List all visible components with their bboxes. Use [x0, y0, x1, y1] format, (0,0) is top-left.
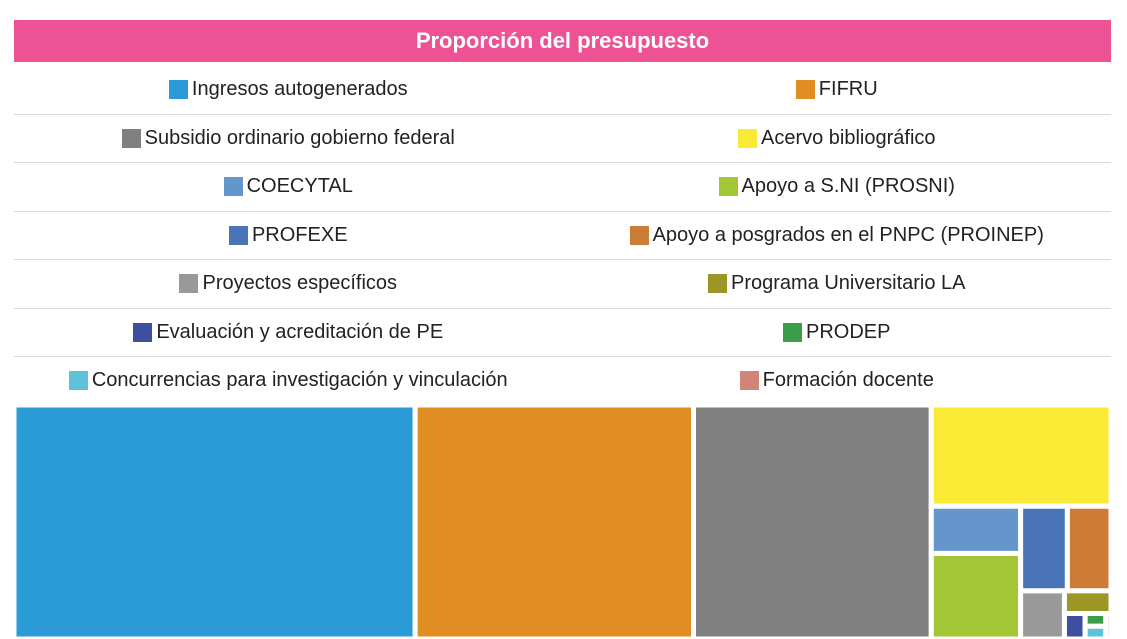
- legend-item: Apoyo a S.NI (PROSNI): [563, 163, 1112, 211]
- legend-item: Programa Universitario LA: [563, 260, 1112, 308]
- legend-label: Proyectos específicos: [202, 272, 398, 295]
- legend-label: Programa Universitario LA: [730, 272, 966, 295]
- legend-item: Proyectos específicos: [14, 260, 563, 308]
- legend-label: PRODEP: [806, 320, 891, 343]
- legend-swatch: [783, 322, 803, 342]
- legend-item: Concurrencias para investigación y vincu…: [14, 357, 563, 405]
- legend-row: Proyectos específicos Programa Universita…: [14, 260, 1111, 309]
- legend-label: Formación docente: [762, 369, 934, 392]
- legend-item: PRODEP: [563, 309, 1112, 357]
- treemap-cell: [11, 402, 418, 639]
- legend-swatch: [737, 128, 757, 148]
- legend-item: PROFEXE: [14, 212, 563, 260]
- treemap-cell: [690, 402, 934, 639]
- legend-label: PROFEXE: [251, 223, 348, 246]
- legend-item: FIFRU: [563, 66, 1112, 114]
- legend-item: Acervo bibliográfico: [563, 115, 1112, 163]
- treemap-cell: [1064, 503, 1114, 594]
- legend-swatch: [739, 371, 759, 391]
- treemap-cell: [1018, 588, 1067, 639]
- legend-item: COECYTAL: [14, 163, 563, 211]
- legend-label: Apoyo a S.NI (PROSNI): [741, 175, 955, 198]
- treemap-cell: [928, 402, 1114, 509]
- legend-swatch: [228, 225, 248, 245]
- legend-label: Subsidio ordinario gobierno federal: [144, 126, 455, 149]
- legend-swatch: [121, 128, 141, 148]
- chart-title: Proporción del presupuesto: [14, 20, 1111, 62]
- treemap-cell: [1018, 503, 1070, 594]
- treemap-cell: [1103, 611, 1114, 639]
- legend-item: Subsidio ordinario gobierno federal: [14, 115, 563, 163]
- legend-row: PROFEXE Apoyo a posgrados en el PNPC (PRO…: [14, 212, 1112, 260]
- treemap-cell: [1082, 623, 1109, 639]
- legend-swatch: [168, 80, 188, 100]
- legend-swatch: [179, 274, 199, 294]
- legend-swatch: [223, 177, 243, 197]
- legend-swatch: [133, 322, 153, 342]
- legend-swatch: [707, 274, 727, 294]
- legend-item: Apoyo a posgrados en el PNPC (PROINEP): [563, 212, 1112, 260]
- legend-item: Evaluación y acreditación de PE: [14, 309, 563, 357]
- treemap-cell: [928, 550, 1024, 639]
- legend-label: Apoyo a posgrados en el PNPC (PROINEP): [652, 223, 1044, 246]
- treemap-cell: [1061, 611, 1088, 639]
- legend-label: FIFRU: [818, 78, 878, 101]
- treemap-cell: [1061, 588, 1114, 617]
- legend-label: COECYTAL: [246, 175, 353, 198]
- legend-row: Evaluación y acreditación de PE PRODEP: [14, 309, 1112, 357]
- legend-label: Acervo bibliográfico: [760, 126, 936, 149]
- legend-row: Ingresos autogenerados FIFRU: [14, 66, 1111, 115]
- legend-label: Evaluación y acreditación de PE: [156, 320, 444, 343]
- legend-item: Formación docente: [563, 357, 1112, 405]
- treemap-cell: [412, 402, 696, 639]
- legend-swatch: [718, 177, 738, 197]
- legend-item: Ingresos autogenerados: [14, 66, 563, 114]
- legend-label: Ingresos autogenerados: [191, 78, 408, 101]
- legend-swatch: [68, 371, 88, 391]
- legend-swatch: [795, 80, 815, 100]
- legend: Ingresos autogenerados FIFRU Subsidio ordi…: [14, 66, 1111, 406]
- legend-label: Concurrencias para investigación y vincu…: [91, 369, 508, 392]
- legend-row: Subsidio ordinario gobierno federal Acerv…: [14, 115, 1112, 163]
- legend-row: COECYTAL Apoyo a S.NI (PROSNI): [14, 163, 1111, 212]
- legend-swatch: [629, 225, 649, 245]
- treemap-cell: [928, 503, 1024, 556]
